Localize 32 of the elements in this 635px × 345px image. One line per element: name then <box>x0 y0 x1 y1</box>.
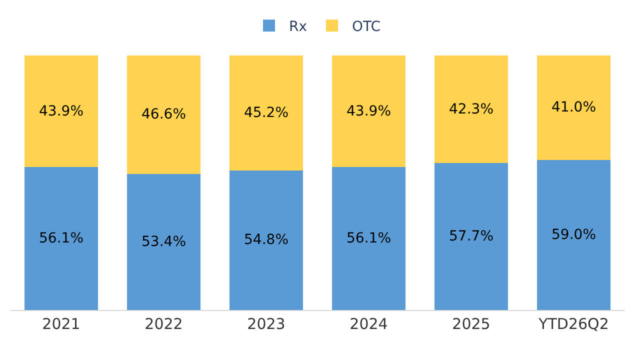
bar <box>332 167 406 310</box>
legend-label: OTC <box>352 19 381 36</box>
data-label: 42.3% <box>449 101 494 118</box>
data-label: 54.8% <box>244 232 288 248</box>
data-label: 53.4% <box>142 234 186 250</box>
data-label: 57.7% <box>449 228 494 245</box>
bar <box>126 174 201 310</box>
x-tick-label: 2025 <box>452 315 490 333</box>
x-tick-label: 2024 <box>350 315 388 333</box>
bar <box>536 55 611 160</box>
legend-label: Rx <box>289 19 308 36</box>
data-label: 41.0% <box>552 100 596 116</box>
x-tick-label: 2023 <box>247 315 286 333</box>
x-tick-label: 2022 <box>144 315 183 333</box>
bar <box>229 170 304 310</box>
bar <box>536 160 611 310</box>
data-label: 43.9% <box>39 103 84 120</box>
bar <box>434 163 508 310</box>
data-label: 56.1% <box>346 230 391 247</box>
x-tick-label: 2021 <box>42 315 80 333</box>
bar <box>229 55 304 170</box>
bar <box>434 55 508 164</box>
bar <box>24 55 98 168</box>
data-label: 46.6% <box>142 106 186 123</box>
data-label: 59.0% <box>552 226 596 243</box>
bar <box>24 167 98 310</box>
bar <box>126 55 201 174</box>
data-label: 45.2% <box>244 104 288 121</box>
data-label: 43.9% <box>346 103 391 120</box>
data-label: 56.1% <box>39 230 84 247</box>
bar <box>332 55 406 168</box>
x-tick-label: YTD26Q2 <box>538 315 609 333</box>
